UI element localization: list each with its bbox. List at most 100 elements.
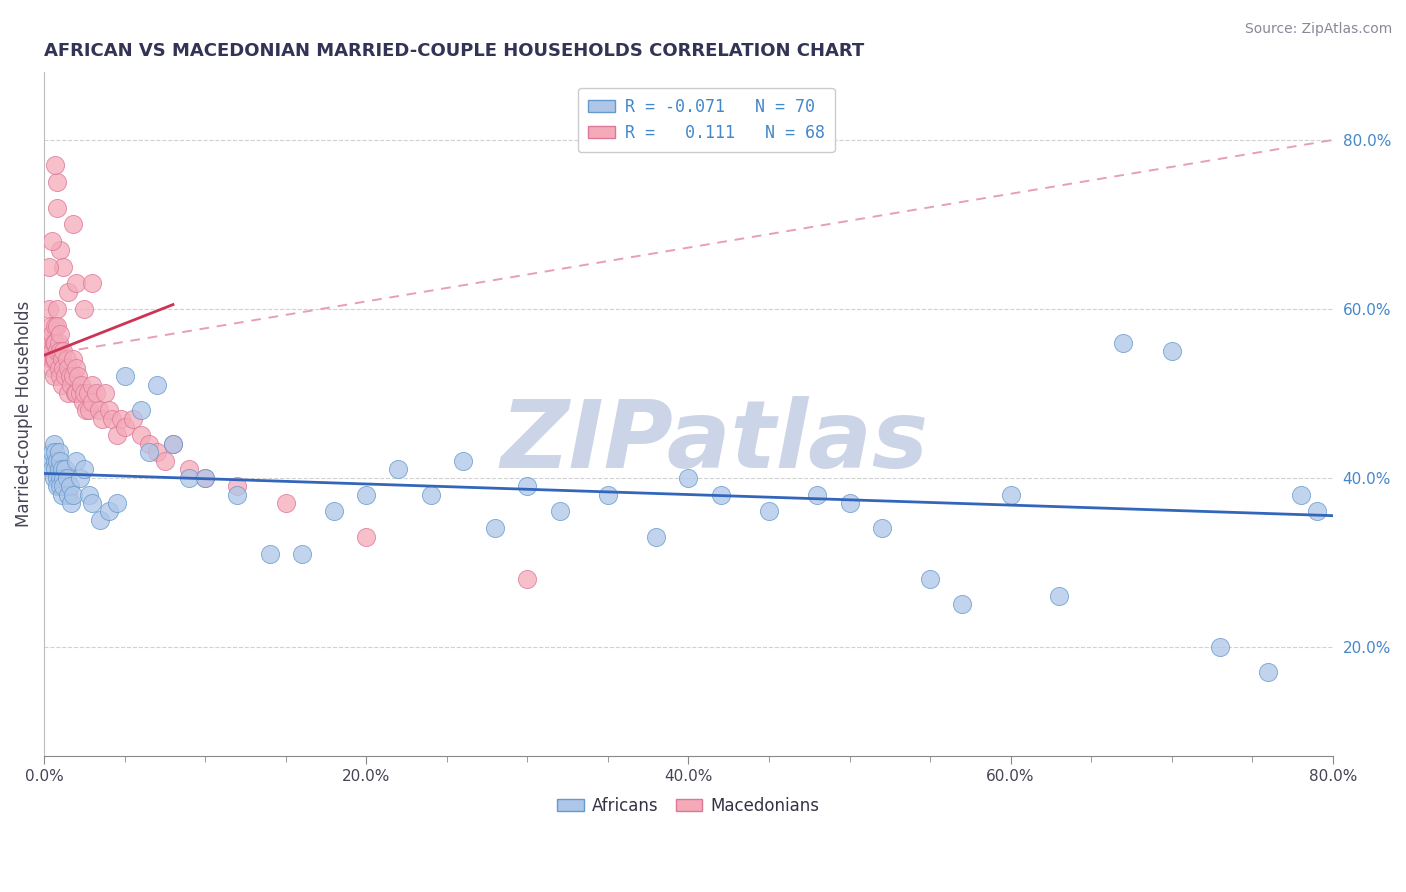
Point (53, 369, 76, 384)
Point (48, 445, 70, 459)
Point (41, 344, 63, 359)
Point (51, 462, 73, 476)
Point (44, 318, 66, 333)
Point (82, 496, 104, 510)
Point (63, 386, 86, 401)
Point (72, 394, 94, 409)
Point (52, 360, 75, 375)
Point (548, 504, 571, 518)
Point (49, 470, 72, 484)
Point (82, 394, 104, 409)
Point (48, 360, 70, 375)
Point (1257, 665, 1279, 679)
Point (291, 547, 314, 561)
Point (69, 470, 91, 484)
Point (60, 377, 83, 392)
Point (226, 487, 249, 501)
Point (97, 403, 120, 417)
Point (70, 377, 93, 392)
Point (46, 344, 69, 359)
Point (82, 377, 104, 392)
Point (645, 530, 668, 544)
Point (84, 386, 107, 401)
Point (194, 470, 217, 484)
Point (177, 470, 200, 484)
Point (62, 352, 84, 367)
Point (41, 327, 63, 342)
Point (129, 403, 152, 417)
Point (91, 411, 114, 425)
Point (100, 411, 122, 425)
Point (177, 462, 200, 476)
Point (48, 335, 70, 350)
Point (1305, 504, 1327, 518)
Y-axis label: Married-couple Households: Married-couple Households (15, 301, 32, 527)
Point (1209, 640, 1232, 654)
Text: AFRICAN VS MACEDONIAN MARRIED-COUPLE HOUSEHOLDS CORRELATION CHART: AFRICAN VS MACEDONIAN MARRIED-COUPLE HOU… (44, 42, 865, 60)
Point (105, 496, 128, 510)
Point (62, 487, 84, 501)
Point (484, 521, 506, 535)
Point (146, 445, 169, 459)
Point (59, 479, 82, 493)
Point (46, 175, 69, 189)
Point (44, 158, 66, 172)
Text: ZIPatlas: ZIPatlas (501, 396, 928, 488)
Point (51, 352, 73, 367)
Point (838, 496, 860, 510)
Point (129, 428, 152, 442)
Point (44, 462, 66, 476)
Point (76, 386, 98, 401)
Point (758, 504, 780, 518)
Point (38, 260, 60, 274)
Point (41, 234, 63, 248)
Point (49, 479, 72, 493)
Point (66, 369, 89, 384)
Point (89, 513, 111, 527)
Point (69, 386, 91, 401)
Point (44, 454, 66, 468)
Point (110, 411, 132, 425)
Point (58, 285, 80, 299)
Point (1000, 487, 1022, 501)
Point (39, 454, 62, 468)
Point (678, 470, 700, 484)
Point (516, 479, 538, 493)
Point (52, 479, 75, 493)
Point (1289, 487, 1312, 501)
Point (356, 487, 378, 501)
Point (65, 454, 87, 468)
Point (356, 530, 378, 544)
Point (39, 318, 62, 333)
Point (52, 470, 75, 484)
Point (146, 377, 169, 392)
Point (65, 360, 87, 375)
Point (37, 344, 59, 359)
Point (41, 360, 63, 375)
Point (870, 521, 893, 535)
Point (138, 437, 160, 451)
Point (194, 470, 217, 484)
Point (55, 352, 77, 367)
Point (87, 403, 110, 417)
Point (51, 377, 73, 392)
Point (51, 487, 73, 501)
Point (42, 437, 65, 451)
Point (1047, 589, 1070, 603)
Point (38, 301, 60, 316)
Point (44, 335, 66, 350)
Point (806, 487, 828, 501)
Point (58, 360, 80, 375)
Point (44, 352, 66, 367)
Point (387, 462, 409, 476)
Point (42, 470, 65, 484)
Point (451, 454, 474, 468)
Point (121, 411, 143, 425)
Point (138, 445, 160, 459)
Point (516, 572, 538, 586)
Point (60, 496, 83, 510)
Point (62, 369, 84, 384)
Point (42, 335, 65, 350)
Point (49, 344, 72, 359)
Point (46, 454, 69, 468)
